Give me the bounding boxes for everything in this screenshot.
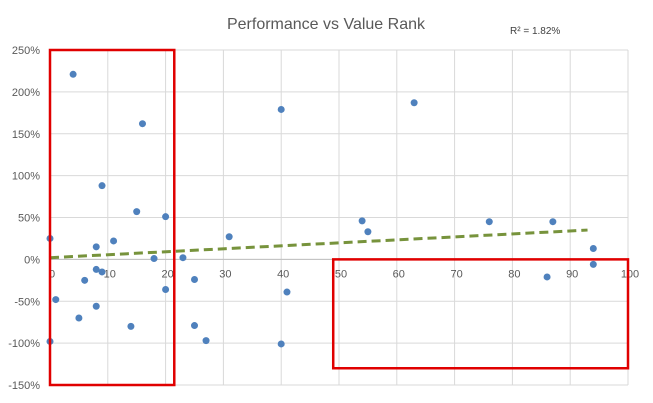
data-point	[277, 340, 285, 348]
x-tick-labels: 0 10 20 30 40 50 60 70 80 90 100	[49, 268, 639, 280]
data-point	[92, 265, 100, 273]
data-point	[110, 237, 118, 245]
x-tick-label: 60	[393, 268, 405, 280]
x-tick-label: 20	[161, 268, 173, 280]
x-tick-label: 100	[621, 268, 639, 280]
data-point	[92, 302, 100, 310]
y-tick-label: 250%	[12, 45, 40, 57]
highlight-boxes	[48, 48, 630, 387]
data-point	[589, 260, 597, 268]
data-point	[589, 244, 597, 252]
y-tick-label: -150%	[8, 380, 40, 392]
x-tick-label: 10	[104, 268, 116, 280]
data-point	[179, 254, 187, 262]
data-point	[485, 218, 493, 226]
data-point	[69, 70, 77, 78]
data-point	[202, 337, 210, 345]
r-squared-annotation: R² = 1.82%	[510, 26, 560, 37]
data-point	[127, 322, 135, 330]
data-point	[162, 213, 170, 221]
x-tick-label: 70	[450, 268, 462, 280]
y-tick-label: 100%	[12, 171, 40, 183]
trendline-group	[49, 228, 588, 260]
data-point	[92, 243, 100, 251]
data-point	[410, 99, 418, 107]
data-point	[52, 296, 60, 304]
y-tick-label: -100%	[8, 338, 40, 350]
data-point	[150, 255, 158, 263]
data-point	[364, 228, 372, 236]
data-point	[543, 273, 551, 281]
data-point	[191, 322, 198, 330]
x-tick-label: 80	[508, 268, 520, 280]
x-tick-label: 30	[219, 268, 231, 280]
y-tick-label: -50%	[14, 296, 40, 308]
y-tick-labels: 250% 200% 150% 100% 50% 0% -50% -100% -150%	[8, 45, 40, 392]
data-points	[46, 70, 597, 348]
y-tick-label: 200%	[12, 87, 40, 99]
y-tick-label: 150%	[12, 129, 40, 141]
data-point	[81, 276, 89, 284]
y-tick-label: 0%	[24, 254, 40, 266]
data-point	[138, 120, 146, 128]
highlight-box	[48, 48, 176, 387]
y-tick-label: 50%	[18, 213, 40, 225]
data-point	[549, 218, 557, 226]
data-point	[162, 286, 170, 294]
chart-title: Performance vs Value Rank	[227, 16, 426, 33]
data-point	[133, 208, 141, 216]
trendline	[49, 228, 588, 260]
x-tick-label: 90	[566, 268, 578, 280]
data-point	[98, 268, 106, 276]
x-tick-label: 40	[277, 268, 289, 280]
data-point	[75, 314, 83, 322]
data-point	[98, 182, 106, 190]
data-point	[225, 233, 233, 241]
data-point	[191, 275, 198, 283]
x-tick-label: 0	[49, 268, 55, 280]
data-point	[358, 217, 366, 225]
data-point	[277, 105, 285, 113]
data-point	[283, 288, 291, 296]
highlight-box	[331, 258, 630, 370]
x-tick-label: 50	[335, 268, 347, 280]
